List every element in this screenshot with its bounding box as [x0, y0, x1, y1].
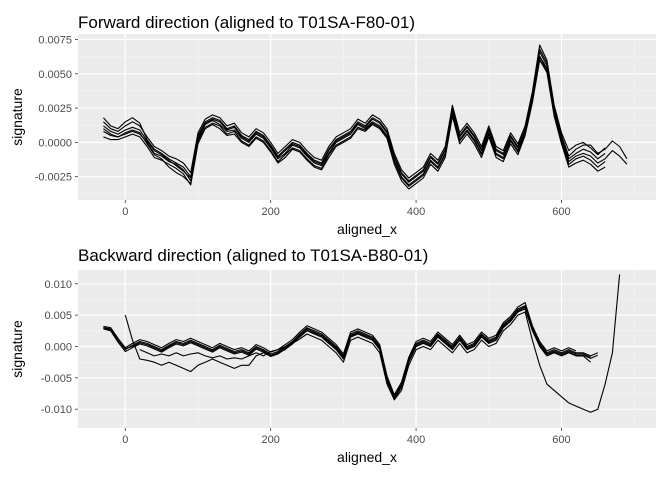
- x-tick-label: 400: [407, 206, 425, 218]
- x-axis-label: aligned_x: [337, 449, 397, 465]
- x-tick-label: 600: [552, 434, 570, 446]
- series-line-6: [103, 56, 606, 187]
- x-tick-label: 200: [261, 206, 279, 218]
- series-line-4: [103, 306, 591, 399]
- x-axis-label: aligned_x: [337, 221, 397, 237]
- series-line-5: [103, 51, 606, 183]
- y-tick-label: 0.0025: [38, 103, 72, 115]
- y-tick-label: 0.010: [44, 279, 72, 291]
- y-tick-label: -0.005: [41, 373, 72, 385]
- y-tick-label: 0.000: [44, 341, 72, 353]
- y-tick-label: 0.0050: [38, 69, 72, 81]
- y-tick-label: 0.0075: [38, 34, 72, 46]
- series-line-6: [124, 274, 621, 413]
- y-axis-label: signature: [9, 320, 25, 378]
- y-tick-label: -0.0025: [35, 172, 72, 184]
- x-tick-label: 600: [552, 206, 570, 218]
- series-line-5: [139, 308, 591, 401]
- x-tick-label: 0: [122, 206, 128, 218]
- panel-1: 0 200 400 600 -0.0025 0.0000 0.0025 0.0050 0.007…: [9, 13, 656, 237]
- x-tick-label: 400: [407, 434, 425, 446]
- y-tick-label: -0.010: [41, 404, 72, 416]
- y-tick-label: 0.005: [44, 310, 72, 322]
- x-tick-label: 200: [261, 434, 279, 446]
- plot-background: [78, 270, 656, 428]
- plot-background: [78, 34, 656, 200]
- chart-title: Backward direction (aligned to T01SA-B80…: [78, 246, 428, 265]
- panel-2: 0 200 400 600 -0.010 -0.005 0.000 0.005 0.010 Bac…: [9, 246, 656, 465]
- y-axis-label: signature: [9, 88, 25, 146]
- series-line-3: [103, 302, 577, 396]
- series-line-4: [103, 44, 606, 179]
- y-tick-label: 0.0000: [38, 137, 72, 149]
- chart-title: Forward direction (aligned to T01SA-F80-…: [78, 13, 415, 32]
- x-tick-label: 0: [122, 434, 128, 446]
- series-line-1: [103, 305, 599, 398]
